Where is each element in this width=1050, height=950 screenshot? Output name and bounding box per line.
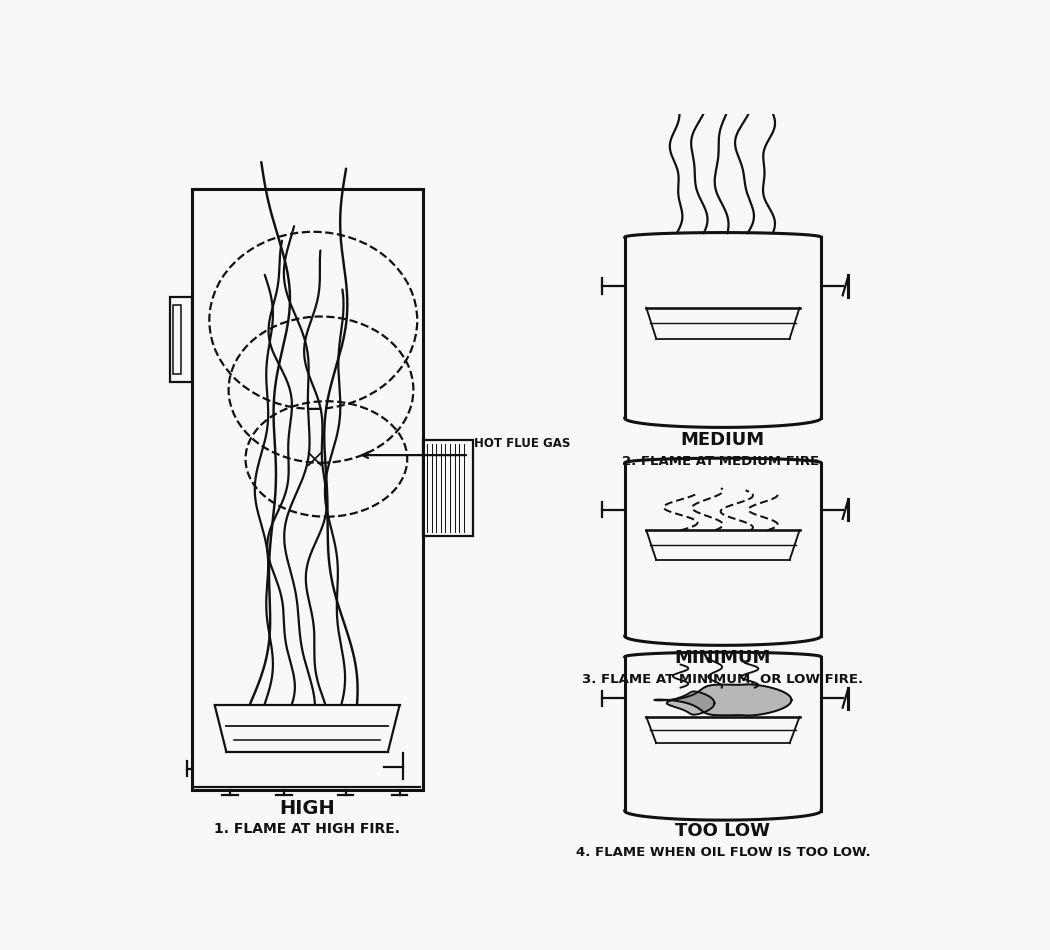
Bar — [191, 189, 422, 790]
Bar — [170, 297, 191, 382]
Text: MINIMUM: MINIMUM — [675, 649, 771, 667]
Text: 1. FLAME AT HIGH FIRE.: 1. FLAME AT HIGH FIRE. — [214, 823, 400, 836]
Text: 4. FLAME WHEN OIL FLOW IS TOO LOW.: 4. FLAME WHEN OIL FLOW IS TOO LOW. — [575, 846, 870, 859]
Bar — [173, 305, 181, 374]
Text: HIGH: HIGH — [279, 799, 335, 818]
Text: 3. FLAME AT MINIMUM, OR LOW FIRE.: 3. FLAME AT MINIMUM, OR LOW FIRE. — [583, 673, 863, 686]
Polygon shape — [667, 692, 714, 714]
Text: 2. FLAME AT MEDIUM FIRE.: 2. FLAME AT MEDIUM FIRE. — [622, 455, 824, 468]
Polygon shape — [654, 684, 792, 715]
Bar — [422, 440, 472, 536]
Text: MEDIUM: MEDIUM — [680, 431, 765, 449]
Text: TOO LOW: TOO LOW — [675, 822, 771, 840]
Text: HOT FLUE GAS: HOT FLUE GAS — [475, 437, 570, 449]
